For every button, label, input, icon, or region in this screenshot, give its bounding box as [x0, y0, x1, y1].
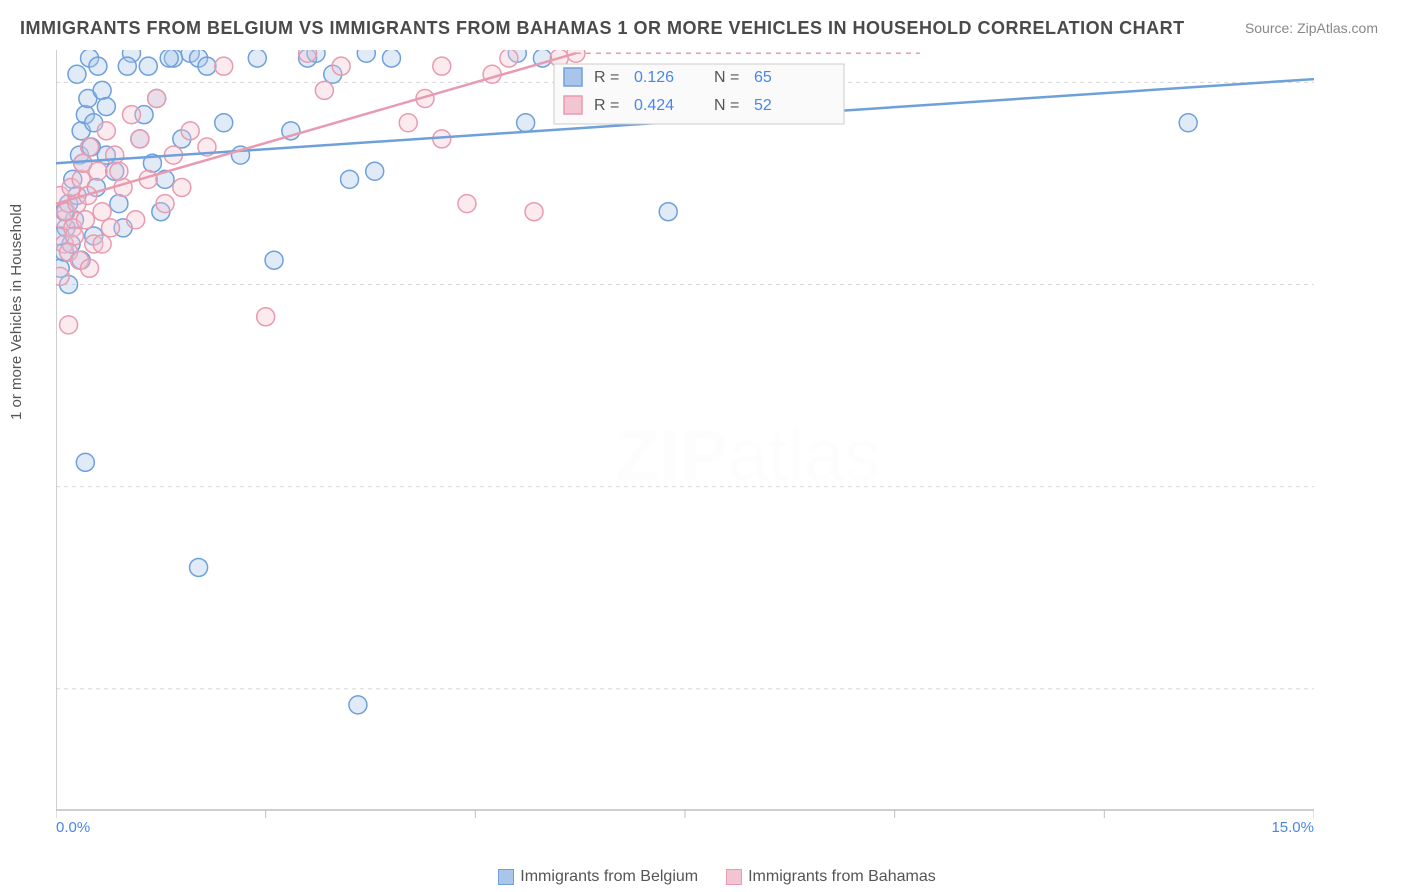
regression-line: [56, 53, 576, 203]
legend-swatch: [564, 96, 582, 114]
scatter-point: [248, 50, 266, 67]
legend-swatch: [498, 869, 514, 885]
scatter-point: [72, 170, 90, 188]
scatter-point: [156, 195, 174, 213]
scatter-point: [366, 162, 384, 180]
chart-area: ZIPatlas62.5%75.0%87.5%100.0%0.0%15.0%R …: [56, 50, 1314, 832]
scatter-point: [93, 81, 111, 99]
scatter-point: [160, 50, 178, 67]
x-tick-label: 15.0%: [1271, 819, 1314, 832]
scatter-point: [76, 453, 94, 471]
legend-n-label: N =: [714, 97, 739, 114]
scatter-point: [131, 130, 149, 148]
scatter-point: [122, 106, 140, 124]
legend-n-value: 65: [754, 69, 772, 86]
scatter-point: [1179, 114, 1197, 132]
scatter-point: [139, 57, 157, 75]
scatter-point: [106, 146, 124, 164]
scatter-point: [148, 90, 166, 108]
scatter-point: [102, 219, 120, 237]
scatter-point: [110, 162, 128, 180]
y-axis-label: 1 or more Vehicles in Household: [8, 204, 25, 420]
legend-swatch: [564, 68, 582, 86]
legend-label: Immigrants from Bahamas: [748, 868, 936, 885]
scatter-point: [97, 98, 115, 116]
scatter-point: [399, 114, 417, 132]
scatter-point: [89, 57, 107, 75]
legend-r-value: 0.424: [634, 97, 674, 114]
scatter-point: [127, 211, 145, 229]
scatter-point: [659, 203, 677, 221]
legend-label: Immigrants from Belgium: [520, 868, 698, 885]
scatter-point: [500, 50, 518, 67]
scatter-point: [525, 203, 543, 221]
scatter-point: [257, 308, 275, 326]
watermark: ZIPatlas: [616, 416, 880, 496]
legend-r-value: 0.126: [634, 69, 674, 86]
scatter-point: [56, 267, 69, 285]
scatter-point: [357, 50, 375, 62]
scatter-point: [382, 50, 400, 67]
chart-title: IMMIGRANTS FROM BELGIUM VS IMMIGRANTS FR…: [20, 18, 1185, 39]
scatter-point: [458, 195, 476, 213]
scatter-point: [181, 122, 199, 140]
legend-n-value: 52: [754, 97, 772, 114]
scatter-point: [173, 178, 191, 196]
scatter-point: [93, 203, 111, 221]
scatter-point: [190, 558, 208, 576]
x-tick-label: 0.0%: [56, 819, 90, 832]
scatter-point: [110, 195, 128, 213]
scatter-plot: ZIPatlas62.5%75.0%87.5%100.0%0.0%15.0%R …: [56, 50, 1314, 832]
scatter-point: [60, 316, 78, 334]
legend-n-label: N =: [714, 69, 739, 86]
scatter-point: [81, 259, 99, 277]
scatter-point: [198, 57, 216, 75]
scatter-point: [118, 57, 136, 75]
scatter-point: [433, 57, 451, 75]
scatter-point: [89, 162, 107, 180]
scatter-point: [215, 114, 233, 132]
legend-swatch: [726, 869, 742, 885]
scatter-point: [265, 251, 283, 269]
scatter-point: [93, 235, 111, 253]
scatter-point: [65, 227, 83, 245]
bottom-legend: Immigrants from Belgium Immigrants from B…: [0, 868, 1406, 886]
scatter-point: [349, 696, 367, 714]
scatter-point: [97, 122, 115, 140]
scatter-point: [517, 114, 535, 132]
scatter-point: [81, 138, 99, 156]
scatter-point: [215, 57, 233, 75]
legend-r-label: R =: [594, 97, 619, 114]
legend-r-label: R =: [594, 69, 619, 86]
scatter-point: [341, 170, 359, 188]
scatter-point: [332, 57, 350, 75]
scatter-point: [299, 50, 317, 62]
scatter-point: [68, 65, 86, 83]
scatter-point: [76, 211, 94, 229]
source-label: Source: ZipAtlas.com: [1245, 20, 1378, 36]
scatter-point: [315, 81, 333, 99]
